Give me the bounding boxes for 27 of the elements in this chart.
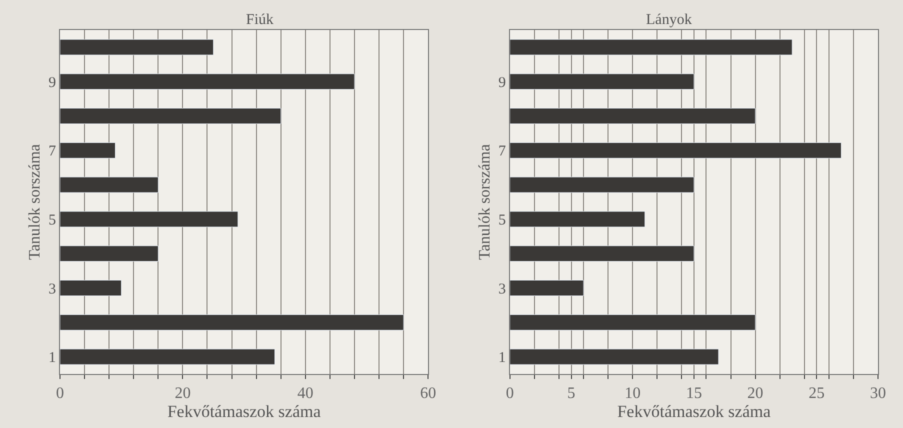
x-axis-title: Fekvőtámaszok száma	[167, 402, 322, 422]
x-axis-title: Fekvőtámaszok száma	[617, 402, 772, 422]
y-tick-label: 3	[48, 281, 56, 298]
x-tick-label: 10	[624, 385, 641, 402]
y-tick-label: 3	[498, 281, 506, 298]
chart-title: Lányok	[646, 12, 692, 28]
y-tick-label: 7	[48, 144, 56, 160]
x-tick-label: 30	[870, 385, 886, 402]
x-tick-label: 0	[56, 385, 64, 402]
chart-title: Fiúk	[246, 12, 274, 28]
y-tick-label: 5	[48, 212, 56, 228]
y-tick-label: 1	[498, 350, 506, 366]
x-tick-label: 60	[420, 385, 436, 402]
x-tick-label: 0	[506, 385, 514, 402]
y-tick-label: 1	[48, 350, 56, 366]
y-tick-label: 9	[498, 74, 506, 91]
x-tick-label: 40	[297, 385, 314, 402]
x-tick-label: 25	[808, 385, 825, 402]
y-tick-label: 9	[48, 74, 56, 91]
y-tick-label: 5	[498, 212, 506, 228]
y-axis-title: Tanulók sorszáma	[26, 144, 44, 260]
x-tick-label: 20	[174, 385, 191, 402]
y-axis-title: Tanulók sorszáma	[476, 144, 494, 260]
x-tick-label: 20	[747, 385, 764, 402]
x-tick-label: 15	[686, 385, 702, 402]
y-tick-label: 7	[498, 144, 506, 160]
x-tick-label: 5	[567, 385, 576, 402]
